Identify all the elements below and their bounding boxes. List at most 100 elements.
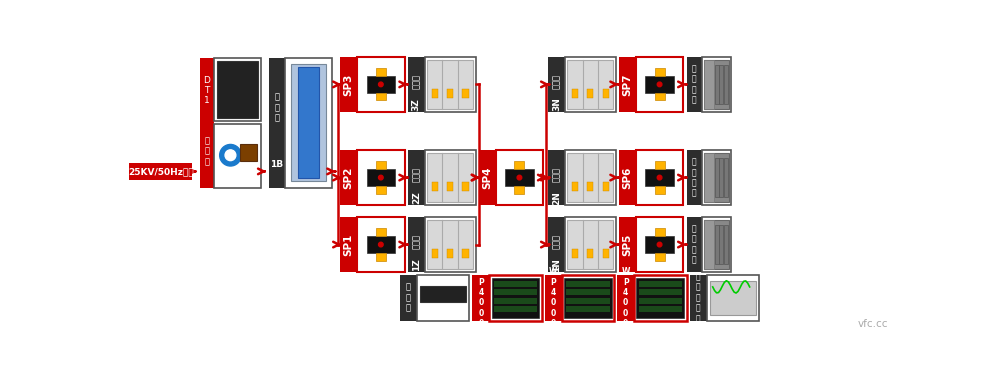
Bar xyxy=(494,306,537,312)
Bar xyxy=(715,158,719,197)
Text: SP4: SP4 xyxy=(482,166,492,189)
Bar xyxy=(715,65,719,104)
Bar xyxy=(269,58,285,188)
Bar xyxy=(567,60,613,109)
Bar xyxy=(340,217,357,272)
Bar xyxy=(479,150,496,205)
Bar xyxy=(645,236,674,253)
Bar xyxy=(376,68,386,76)
Text: SP1: SP1 xyxy=(343,233,353,256)
Text: SP5: SP5 xyxy=(622,233,632,256)
Bar xyxy=(240,144,257,161)
Bar xyxy=(565,217,616,272)
Bar xyxy=(566,289,610,296)
Text: 互
感
器: 互 感 器 xyxy=(204,136,209,166)
Bar xyxy=(566,306,610,312)
Text: 牵
引
电
机: 牵 引 电 机 xyxy=(692,64,697,105)
Bar xyxy=(472,274,489,321)
Circle shape xyxy=(379,82,383,87)
Bar xyxy=(447,250,453,258)
Bar xyxy=(702,57,731,112)
Bar xyxy=(447,182,453,191)
Bar xyxy=(548,57,565,112)
Bar xyxy=(702,150,731,205)
Text: SP6: SP6 xyxy=(622,166,632,189)
Bar xyxy=(572,250,578,258)
Text: SP3: SP3 xyxy=(343,73,353,96)
Bar xyxy=(655,229,665,236)
Bar xyxy=(367,236,395,253)
Bar xyxy=(492,277,539,318)
Bar xyxy=(636,217,683,272)
Bar xyxy=(704,153,714,202)
Circle shape xyxy=(379,242,383,247)
Bar xyxy=(687,57,702,112)
Bar xyxy=(462,250,469,258)
Bar xyxy=(400,274,417,321)
Bar xyxy=(704,60,714,109)
Bar xyxy=(548,150,565,205)
Bar xyxy=(639,306,682,312)
Text: 25KV/50Hz电网: 25KV/50Hz电网 xyxy=(128,167,193,176)
Bar xyxy=(603,182,609,191)
Bar xyxy=(489,274,542,321)
Bar xyxy=(645,76,674,93)
Bar xyxy=(340,150,357,205)
Bar xyxy=(417,274,469,321)
Text: W
P
4
0
0
0: W P 4 0 0 0 xyxy=(622,267,630,328)
Bar xyxy=(496,150,543,205)
Bar xyxy=(565,57,616,112)
Bar xyxy=(636,277,684,318)
Bar xyxy=(655,161,665,169)
Bar xyxy=(603,89,609,98)
Bar xyxy=(367,76,395,93)
Bar xyxy=(687,150,702,205)
Bar xyxy=(432,250,438,258)
Circle shape xyxy=(220,144,241,166)
Bar xyxy=(639,281,682,287)
Bar xyxy=(655,186,665,194)
Bar xyxy=(567,153,613,202)
Bar xyxy=(514,161,524,169)
Bar xyxy=(587,182,593,191)
Bar xyxy=(425,217,476,272)
Bar xyxy=(619,150,636,205)
Bar xyxy=(603,250,609,258)
Bar xyxy=(564,277,612,318)
Text: 逆变器: 逆变器 xyxy=(552,74,561,89)
Bar xyxy=(645,169,674,186)
Bar xyxy=(494,289,537,296)
Text: D
T
1: D T 1 xyxy=(203,76,210,105)
Bar xyxy=(702,217,731,272)
Text: 变
压
器: 变 压 器 xyxy=(274,92,279,122)
Bar xyxy=(687,217,702,272)
Bar xyxy=(619,57,636,112)
Bar xyxy=(617,274,634,321)
Bar xyxy=(291,64,326,181)
Circle shape xyxy=(657,175,662,180)
Bar xyxy=(636,150,683,205)
Circle shape xyxy=(379,175,383,180)
Bar xyxy=(357,217,405,272)
Text: 上
位
机
软
件: 上 位 机 软 件 xyxy=(696,272,700,323)
Bar xyxy=(376,229,386,236)
Bar xyxy=(432,89,438,98)
Text: 牵
引
电
机: 牵 引 电 机 xyxy=(692,158,697,198)
Bar xyxy=(129,163,192,180)
Bar xyxy=(704,60,729,109)
Bar xyxy=(408,217,425,272)
Bar xyxy=(432,182,438,191)
Bar xyxy=(217,61,258,118)
Bar xyxy=(719,158,723,197)
Bar xyxy=(566,298,610,304)
Bar xyxy=(514,186,524,194)
Text: SP2: SP2 xyxy=(343,166,353,189)
Text: 1Z: 1Z xyxy=(412,258,421,271)
Text: 逆变器: 逆变器 xyxy=(552,167,561,182)
Bar xyxy=(655,93,665,100)
Bar xyxy=(427,60,473,109)
Text: 2N: 2N xyxy=(552,191,561,205)
Text: W
P
4
0
0
0: W P 4 0 0 0 xyxy=(549,267,557,328)
Text: 2Z: 2Z xyxy=(412,191,421,204)
Bar xyxy=(562,274,614,321)
